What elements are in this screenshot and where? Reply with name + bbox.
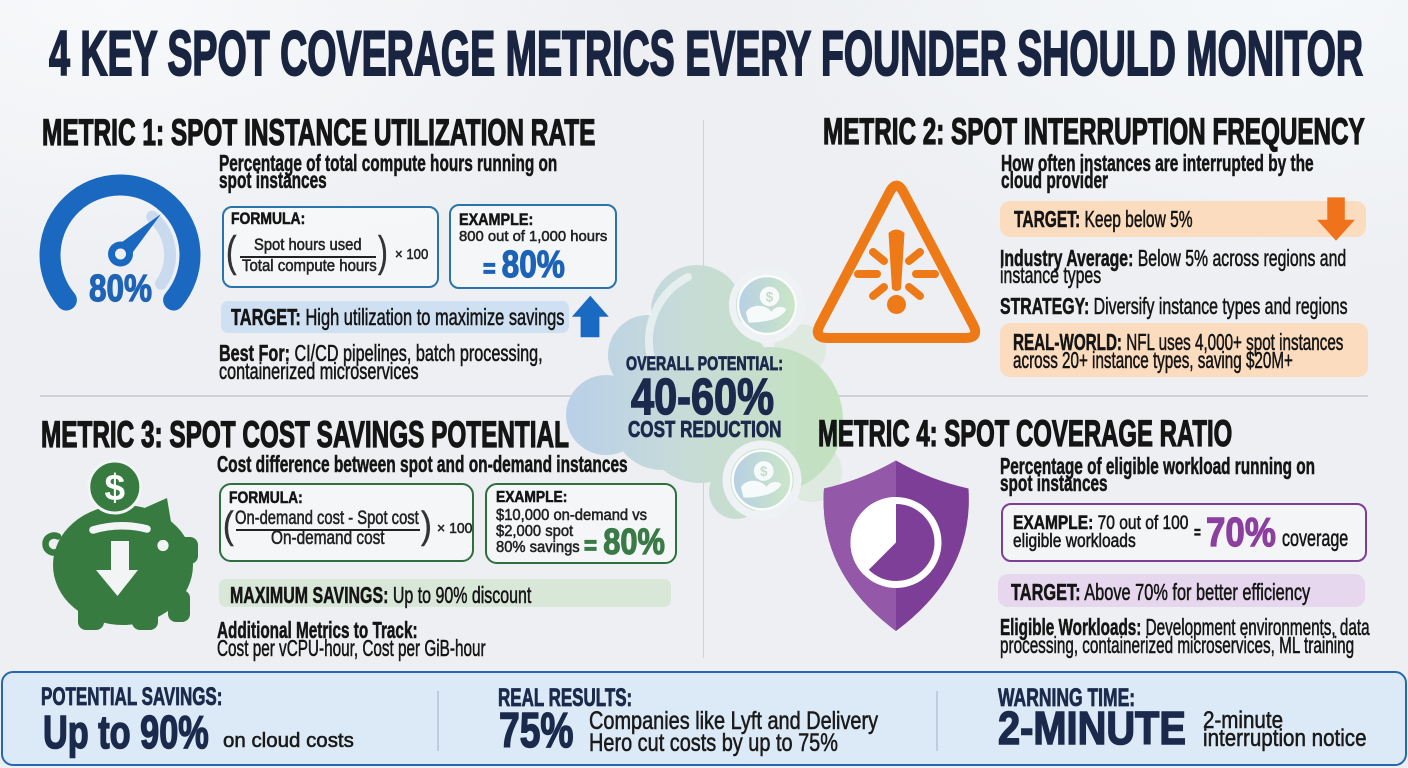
svg-text:$: $ <box>766 290 774 305</box>
svg-text:$: $ <box>760 464 768 479</box>
svg-text:$: $ <box>105 467 126 508</box>
